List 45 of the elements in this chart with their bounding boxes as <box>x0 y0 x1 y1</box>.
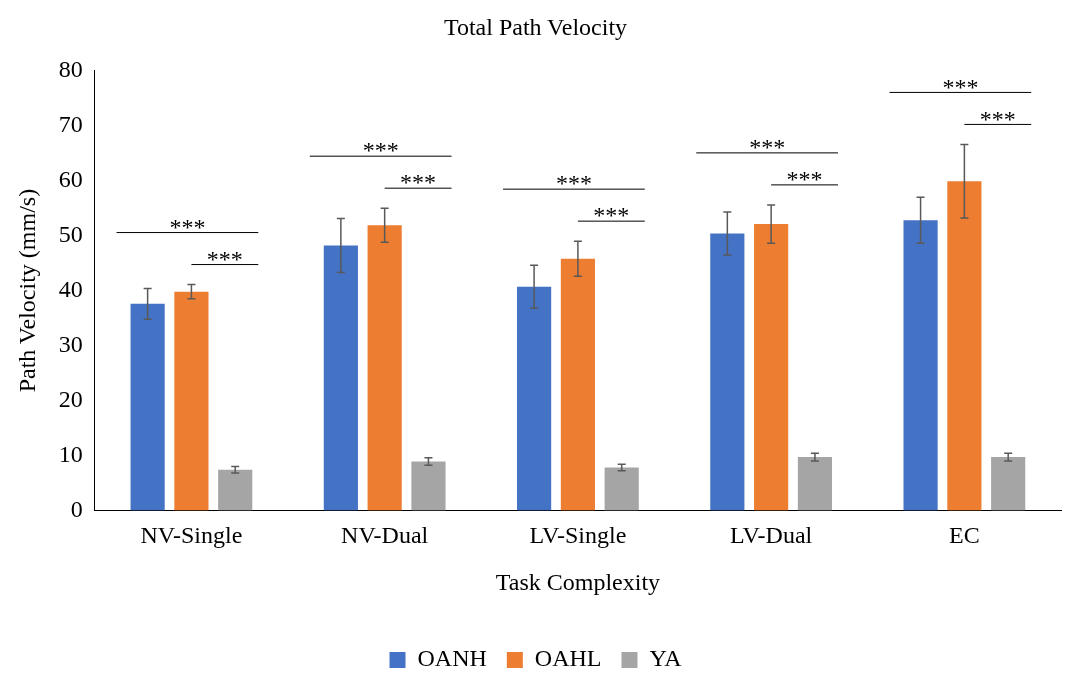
bar <box>218 469 253 511</box>
y-tick-label: 30 <box>58 330 83 357</box>
y-axis-title: Path Velocity (mm/s) <box>13 188 40 393</box>
annotation: *** <box>400 169 437 196</box>
annotation: *** <box>362 137 399 164</box>
legend-label: YA <box>649 645 683 672</box>
x-tick-label: NV-Single <box>140 522 243 549</box>
annotation: *** <box>593 202 630 229</box>
annotation: *** <box>206 245 243 272</box>
y-tick-label: 0 <box>70 495 83 522</box>
y-tick-label: 70 <box>58 111 83 138</box>
bar <box>323 245 358 511</box>
bar <box>710 233 745 511</box>
bar <box>130 303 165 511</box>
bar <box>174 291 209 511</box>
x-tick-label: LV-Single <box>529 522 627 549</box>
chart-title: Total Path Velocity <box>443 13 628 40</box>
bar <box>604 467 639 511</box>
bar <box>797 457 833 511</box>
y-tick-label: 40 <box>58 275 83 302</box>
annotation: *** <box>979 105 1016 132</box>
y-tick-label: 10 <box>58 440 83 467</box>
x-tick-label: EC <box>949 522 980 549</box>
y-tick-label: 20 <box>58 385 83 412</box>
x-tick-label: NV-Dual <box>341 522 429 549</box>
bar <box>367 225 402 511</box>
annotation: *** <box>786 166 823 193</box>
bar <box>947 181 982 511</box>
x-axis-title: Task Complexity <box>495 568 661 595</box>
bar <box>411 461 446 511</box>
annotation: *** <box>942 73 979 100</box>
y-tick-label: 50 <box>58 220 83 247</box>
annotation: *** <box>555 170 592 197</box>
bar <box>517 286 552 511</box>
annotation: *** <box>169 213 206 240</box>
annotation: *** <box>749 134 786 161</box>
legend-label: OANH <box>417 645 487 672</box>
legend-label: OAHL <box>534 645 602 672</box>
bar <box>754 224 789 511</box>
x-tick-label: LV-Dual <box>730 522 813 549</box>
bar <box>560 258 595 511</box>
bar <box>991 457 1026 511</box>
y-tick-label: 80 <box>58 56 83 83</box>
bar <box>903 220 938 511</box>
y-tick-label: 60 <box>58 166 83 192</box>
